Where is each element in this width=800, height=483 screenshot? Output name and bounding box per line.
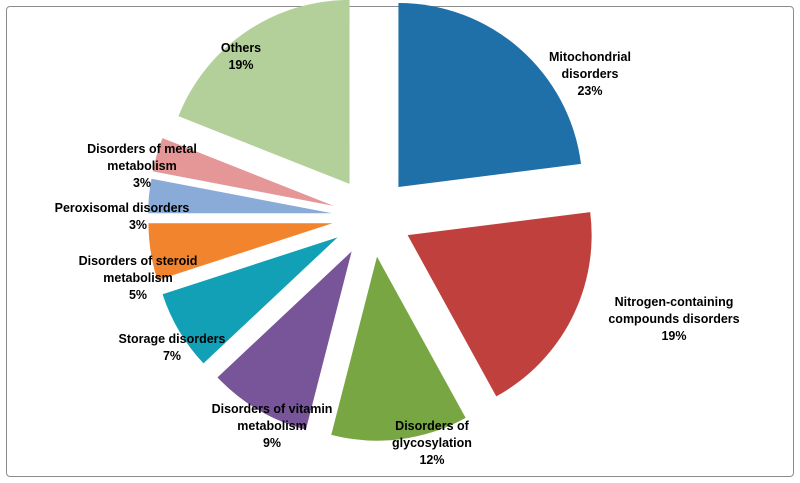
pie-slice-7 bbox=[148, 178, 333, 214]
pie-label-text: Mitochondrial bbox=[549, 50, 631, 64]
pie-label-text: Disorders of steroid bbox=[79, 254, 198, 268]
pie-label-percent: 3% bbox=[133, 176, 151, 190]
pie-label-9: Others 19% bbox=[221, 41, 261, 72]
pie-label-4: Disorders of vitamin metabolism 9% bbox=[212, 402, 333, 450]
pie-slice-9 bbox=[178, 0, 350, 184]
pie-label-7: Peroxisomal disorders 3% bbox=[55, 201, 190, 232]
pie-label-percent: 5% bbox=[129, 288, 147, 302]
pie-label-text: glycosylation bbox=[392, 436, 472, 450]
pie-slice-3 bbox=[331, 256, 466, 441]
pie-label-percent: 9% bbox=[263, 436, 281, 450]
pie-label-percent: 23% bbox=[577, 84, 602, 98]
pie-label-percent: 7% bbox=[163, 349, 181, 363]
pie-slices bbox=[148, 0, 592, 441]
pie-label-text: Disorders of bbox=[395, 419, 469, 433]
pie-slice-4 bbox=[217, 251, 352, 430]
pie-label-text: Disorders of metal bbox=[87, 142, 197, 156]
pie-label-text: Disorders of vitamin bbox=[212, 402, 333, 416]
pie-slice-1 bbox=[398, 3, 581, 187]
pie-label-percent: 19% bbox=[228, 58, 253, 72]
pie-label-percent: 19% bbox=[661, 329, 686, 343]
pie-slice-5 bbox=[162, 237, 338, 364]
pie-label-text: compounds disorders bbox=[608, 312, 739, 326]
pie-label-text: metabolism bbox=[107, 159, 176, 173]
pie-label-5: Storage disorders 7% bbox=[119, 332, 226, 363]
pie-label-percent: 3% bbox=[129, 218, 147, 232]
pie-label-text: metabolism bbox=[237, 419, 306, 433]
pie-label-text: Nitrogen-containing bbox=[615, 295, 734, 309]
pie-slice-8 bbox=[152, 138, 334, 206]
pie-slice-2 bbox=[407, 212, 592, 397]
pie-label-text: metabolism bbox=[103, 271, 172, 285]
pie-labels: Mitochondrial disorders 23% Nitrogen-contai… bbox=[55, 41, 740, 467]
pie-label-2: Nitrogen-containing compounds disorders 19… bbox=[608, 295, 739, 343]
pie-label-text: Peroxisomal disorders bbox=[55, 201, 190, 215]
pie-label-8: Disorders of metal metabolism 3% bbox=[87, 142, 197, 190]
pie-slice-6 bbox=[148, 223, 333, 281]
pie-label-text: Storage disorders bbox=[119, 332, 226, 346]
pie-label-6: Disorders of steroid metabolism 5% bbox=[79, 254, 198, 302]
pie-label-text: disorders bbox=[562, 67, 619, 81]
pie-label-text: Others bbox=[221, 41, 261, 55]
pie-label-1: Mitochondrial disorders 23% bbox=[549, 50, 631, 98]
pie-label-percent: 12% bbox=[419, 453, 444, 467]
pie-label-3: Disorders of glycosylation 12% bbox=[392, 419, 472, 467]
